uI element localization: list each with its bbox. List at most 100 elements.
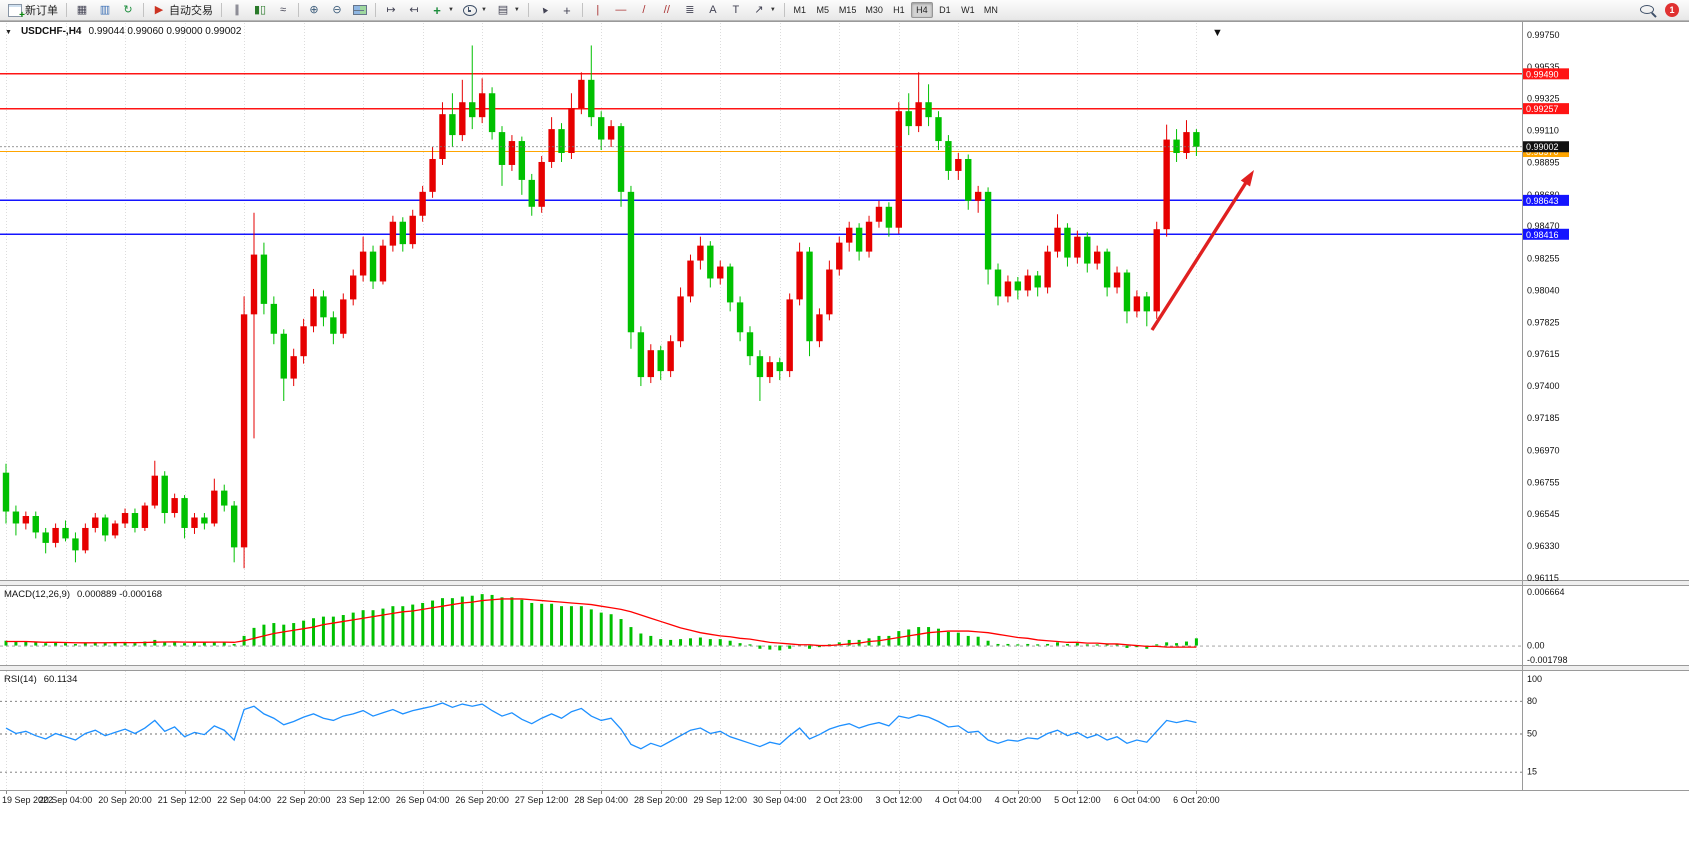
- chart-shift-icon: ↤: [409, 3, 419, 16]
- clock-icon: [462, 4, 477, 16]
- profiles-button[interactable]: ▥: [94, 1, 116, 19]
- bar-chart-button[interactable]: ∥: [226, 1, 248, 19]
- search-button[interactable]: [1636, 1, 1660, 19]
- candle-body: [1094, 251, 1101, 264]
- zoom-in-button[interactable]: ⊕: [303, 1, 325, 19]
- price-tick-label: 0.98255: [1527, 253, 1560, 263]
- label-icon: T: [732, 3, 740, 16]
- candle-body: [528, 179, 535, 207]
- symbol-dropdown-icon[interactable]: [5, 26, 14, 37]
- trend-arrow[interactable]: [1150, 175, 1252, 331]
- timeframe-m30[interactable]: M30: [865, 5, 883, 15]
- candle-body: [1163, 139, 1170, 230]
- candle-body: [469, 102, 476, 118]
- candle-body: [459, 102, 466, 136]
- chart-plot-area[interactable]: [0, 22, 1522, 790]
- level-price-tag-text: 0.98643: [1526, 196, 1559, 206]
- timeframe-m15[interactable]: M15: [838, 5, 857, 15]
- rsi-indicator-label: RSI(14) 60.1134: [4, 674, 77, 685]
- arrows-button[interactable]: ↗ ▼: [748, 1, 780, 19]
- candle-body: [667, 341, 674, 372]
- candle-body: [994, 269, 1002, 297]
- date-label: 20 Sep 20:00: [98, 795, 152, 805]
- candle-body: [151, 475, 158, 506]
- crosshair-button[interactable]: +: [556, 1, 578, 19]
- candle-body: [171, 498, 178, 514]
- text-icon: A: [709, 3, 717, 16]
- auto-scroll-button[interactable]: ↦: [380, 1, 402, 19]
- candle-body: [588, 79, 595, 118]
- cursor-button[interactable]: ►: [533, 1, 555, 19]
- macd-values: 0.000889 -0.000168: [77, 589, 163, 600]
- price-tick-label: 0.99750: [1527, 30, 1560, 40]
- candle-body: [945, 141, 952, 171]
- new-order-icon: [8, 3, 25, 21]
- down-arrow-marker[interactable]: ▼: [1212, 27, 1223, 39]
- price-tick-label: 0.98895: [1527, 158, 1560, 168]
- date-label: 21 Sep 12:00: [157, 795, 212, 805]
- candle-body: [915, 102, 922, 127]
- new-chart-button[interactable]: ▦: [71, 1, 93, 19]
- candle-body: [280, 333, 287, 379]
- timeframe-w1[interactable]: W1: [961, 5, 975, 15]
- price-axis[interactable]: [1523, 22, 1689, 790]
- timeframe-h4[interactable]: H4: [910, 2, 933, 18]
- line-chart-button[interactable]: ≈: [272, 1, 294, 19]
- macd-axis-label: -0.001798: [1527, 655, 1568, 665]
- timeframe-d1[interactable]: D1: [939, 5, 951, 15]
- candle-body: [895, 111, 902, 228]
- notification-badge[interactable]: 1: [1665, 3, 1679, 17]
- rsi-line: [5, 702, 1197, 750]
- timeframe-m1[interactable]: M1: [793, 5, 807, 15]
- candle-body: [211, 490, 218, 524]
- vertical-line-button[interactable]: |: [587, 1, 609, 19]
- level-price-tag-text: 0.98416: [1526, 230, 1559, 240]
- fibonacci-button[interactable]: ≣: [679, 1, 701, 19]
- candle-body: [131, 513, 139, 528]
- new-order-button[interactable]: 新订单: [4, 1, 62, 21]
- candle-body: [478, 93, 486, 118]
- rsi-name: RSI(14): [4, 674, 37, 685]
- autotrading-button[interactable]: ▶ 自动交易: [148, 1, 217, 19]
- zoom-out-button[interactable]: ⊖: [326, 1, 348, 19]
- candle-body: [657, 350, 664, 372]
- trendline-button[interactable]: /: [633, 1, 655, 19]
- candle-body: [290, 356, 297, 379]
- chart-window-icon: ▦: [76, 3, 88, 16]
- candlestick-button[interactable]: ▮▯: [249, 1, 271, 19]
- price-tick-label: 0.98470: [1527, 221, 1560, 231]
- timeframe-mn[interactable]: MN: [983, 5, 998, 15]
- macd-indicator-label: MACD(12,26,9) 0.000889 -0.000168: [4, 589, 162, 600]
- timeframe-m5[interactable]: M5: [816, 5, 830, 15]
- templates-button[interactable]: ▤ ▼: [492, 1, 524, 19]
- candle-body: [191, 517, 198, 528]
- autotrading-icon: ▶: [154, 3, 164, 16]
- level-price-tag: [1523, 194, 1569, 206]
- periods-button[interactable]: ▼: [459, 1, 491, 19]
- date-label: 4 Oct 04:00: [935, 795, 982, 805]
- text-button[interactable]: A: [702, 1, 724, 19]
- toolbar-separator: [581, 3, 583, 17]
- date-label: 27 Sep 12:00: [514, 795, 569, 805]
- candle-body: [558, 129, 565, 154]
- candle-body: [974, 191, 982, 201]
- channel-icon: //: [663, 3, 670, 16]
- refresh-button[interactable]: ↻: [117, 1, 139, 19]
- candle-body: [697, 245, 704, 261]
- candle-body: [409, 215, 416, 245]
- macd-signal-line: [6, 598, 1197, 648]
- time-axis[interactable]: 19 Sep 2022 20 Sep 04:00 20 Sep 20:00 21 Se…: [0, 793, 1689, 809]
- trend-arrow-head: [1240, 170, 1254, 187]
- tile-windows-button[interactable]: [349, 1, 371, 19]
- candle-body: [250, 254, 258, 315]
- horizontal-line-button[interactable]: —: [610, 1, 632, 19]
- candle-body: [1004, 281, 1012, 297]
- channel-button[interactable]: //: [656, 1, 678, 19]
- candle-body: [984, 191, 992, 270]
- chart-shift-button[interactable]: ↤: [403, 1, 425, 19]
- timeframe-h1[interactable]: H1: [893, 5, 905, 15]
- candle-body: [1024, 275, 1031, 291]
- price-tick-label: 0.96755: [1527, 477, 1560, 487]
- label-button[interactable]: T: [725, 1, 747, 19]
- indicators-button[interactable]: + ▼: [426, 1, 458, 19]
